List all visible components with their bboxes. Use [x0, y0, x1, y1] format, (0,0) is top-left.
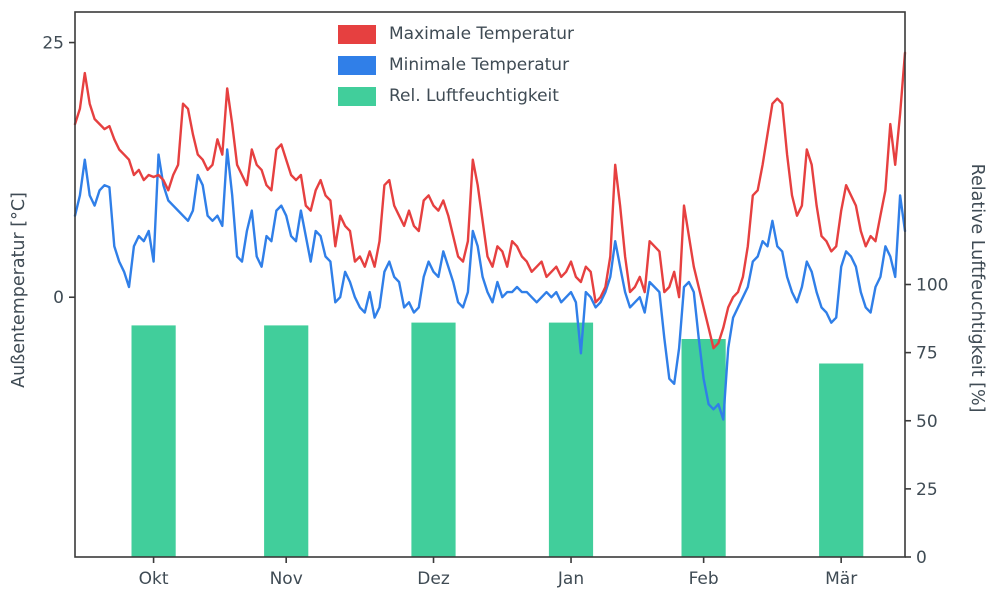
humidity-swatch	[338, 86, 376, 106]
min-temp-line	[73, 148, 907, 421]
month-tick-label: Okt	[139, 569, 169, 589]
min-temp-swatch	[338, 55, 376, 75]
left-axis-title: Außentemperatur [°C]	[9, 192, 29, 388]
max-temp-line	[73, 51, 907, 350]
legend-item-min-temp: Minimale Temperatur	[338, 55, 574, 75]
legend-item-humidity: Rel. Luftfeuchtigkeit	[338, 86, 574, 106]
right-tick-label: 100	[916, 276, 948, 296]
left-tick-label: 0	[53, 288, 64, 308]
axes-group: 0 25 0 25 50 75 100 Okt Nov Dez Jan Feb Mär	[42, 11, 948, 589]
month-tick-label: Mär	[825, 569, 857, 589]
right-tick-label: 75	[916, 344, 938, 364]
right-axis-title: Relative Luftfeuchtigkeit [%]	[967, 164, 987, 413]
right-tick-label: 0	[916, 548, 927, 568]
right-tick-label: 25	[916, 480, 938, 500]
humidity-bar	[548, 322, 594, 557]
legend: Maximale Temperatur Minimale Temperatur …	[338, 24, 574, 117]
right-tick-label: 50	[916, 412, 938, 432]
humidity-bars-group	[131, 322, 864, 557]
humidity-bar	[819, 363, 864, 557]
month-tick-label: Feb	[689, 569, 719, 589]
max-temp-swatch	[338, 24, 376, 44]
left-tick-label: 25	[42, 34, 64, 54]
legend-label-min-temp: Minimale Temperatur	[389, 55, 570, 75]
temperature-lines-group	[73, 51, 907, 421]
humidity-bar	[264, 325, 309, 557]
legend-label-max-temp: Maximale Temperatur	[389, 24, 575, 44]
month-tick-label: Nov	[270, 569, 303, 589]
legend-item-max-temp: Maximale Temperatur	[338, 24, 574, 44]
month-tick-label: Jan	[557, 569, 584, 589]
legend-label-humidity: Rel. Luftfeuchtigkeit	[389, 86, 559, 106]
humidity-bar	[411, 322, 456, 557]
humidity-bar	[131, 325, 176, 557]
month-tick-label: Dez	[417, 569, 450, 589]
